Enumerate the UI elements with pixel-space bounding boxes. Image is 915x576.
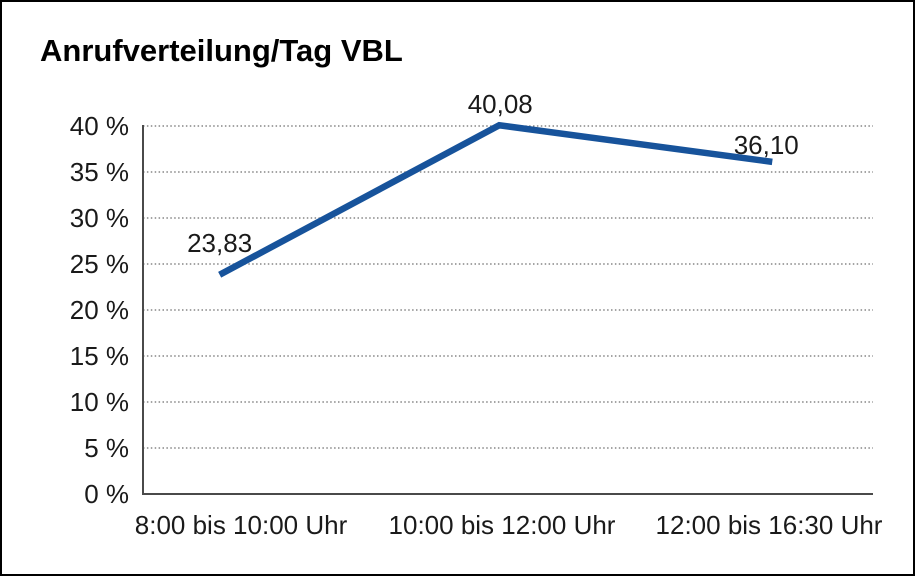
x-category-label-0: 8:00 bis 10:00 Uhr <box>134 510 348 540</box>
y-tick-label-5: 5 % <box>84 433 129 463</box>
y-tick-label-20: 20 % <box>69 295 129 325</box>
y-tick-label-35: 35 % <box>69 157 129 187</box>
y-tick-label-10: 10 % <box>69 387 129 417</box>
y-tick-label-40: 40 % <box>69 111 129 141</box>
y-tick-label-25: 25 % <box>69 249 129 279</box>
x-category-label-1: 10:00 bis 12:00 Uhr <box>388 510 616 540</box>
x-category-label-2: 12:00 bis 16:30 Uhr <box>655 510 883 540</box>
data-value-label-0: 23,83 <box>187 227 253 258</box>
y-tick-label-15: 15 % <box>69 341 129 371</box>
y-tick-label-0: 0 % <box>84 479 129 509</box>
data-series-line <box>218 121 773 278</box>
data-value-label-1: 40,08 <box>467 89 533 120</box>
chart-title: Anrufverteilung/Tag VBL <box>40 33 403 68</box>
data-value-label-2: 36,10 <box>733 129 799 160</box>
y-tick-label-30: 30 % <box>69 203 129 233</box>
